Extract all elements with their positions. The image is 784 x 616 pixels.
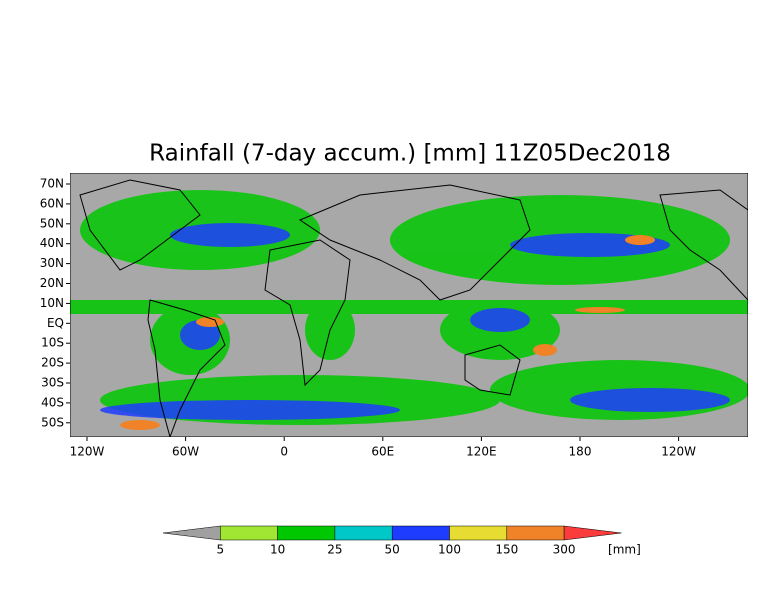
colorbar-swatch <box>449 525 508 541</box>
longitude-label: 180 <box>569 445 592 459</box>
colorbar-swatch <box>391 525 450 541</box>
latitude-label: 30N <box>40 256 64 270</box>
map-title: Rainfall (7-day accum.) [mm] 11Z05Dec201… <box>149 141 671 167</box>
latitude-label: 50S <box>41 415 64 429</box>
latitude-label: 50N <box>40 216 64 230</box>
longitude-label: 60E <box>371 445 394 459</box>
colorbar-swatch <box>277 525 336 541</box>
latitude-label: 40N <box>40 236 64 250</box>
longitude-label: 60W <box>172 445 199 459</box>
latitude-labels: 70N 60N 50N 40N 30N 20N 10N EQ 10S 20S 30S 40S 50S <box>40 177 70 429</box>
colorbar-label: 5 <box>216 543 224 557</box>
colorbar-swatch <box>506 525 565 541</box>
colorbar-label: 10 <box>270 543 285 557</box>
colorbar-unit: [mm] <box>608 543 641 557</box>
longitude-label: 120E <box>466 445 497 459</box>
latitude-label: 60N <box>40 196 64 210</box>
colorbar-cap <box>563 525 622 541</box>
longitude-labels: 120W 60W 0 60E 120E 180 120W <box>70 437 696 459</box>
colorbar-label: 50 <box>385 543 400 557</box>
colorbar: 5 10 25 50 100 150 300 [mm] <box>162 525 641 557</box>
latitude-label: 30S <box>41 376 64 390</box>
latitude-label: 40S <box>41 395 64 409</box>
latitude-label: 10N <box>40 296 64 310</box>
colorbar-swatch <box>334 525 393 541</box>
latitude-label: 10S <box>41 336 64 350</box>
latitude-label: EQ <box>47 316 64 330</box>
latitude-label: 70N <box>40 177 64 191</box>
colorbar-label: 25 <box>327 543 342 557</box>
map <box>70 173 748 437</box>
longitude-label: 120W <box>661 445 696 459</box>
colorbar-label: 300 <box>553 543 576 557</box>
colorbar-swatch <box>220 525 278 541</box>
longitude-label: 0 <box>280 445 288 459</box>
longitude-label: 120W <box>70 445 105 459</box>
colorbar-label: 150 <box>495 543 518 557</box>
latitude-label: 20N <box>40 276 64 290</box>
colorbar-label: 100 <box>438 543 461 557</box>
colorbar-cap <box>162 525 221 541</box>
latitude-label: 20S <box>41 356 64 370</box>
